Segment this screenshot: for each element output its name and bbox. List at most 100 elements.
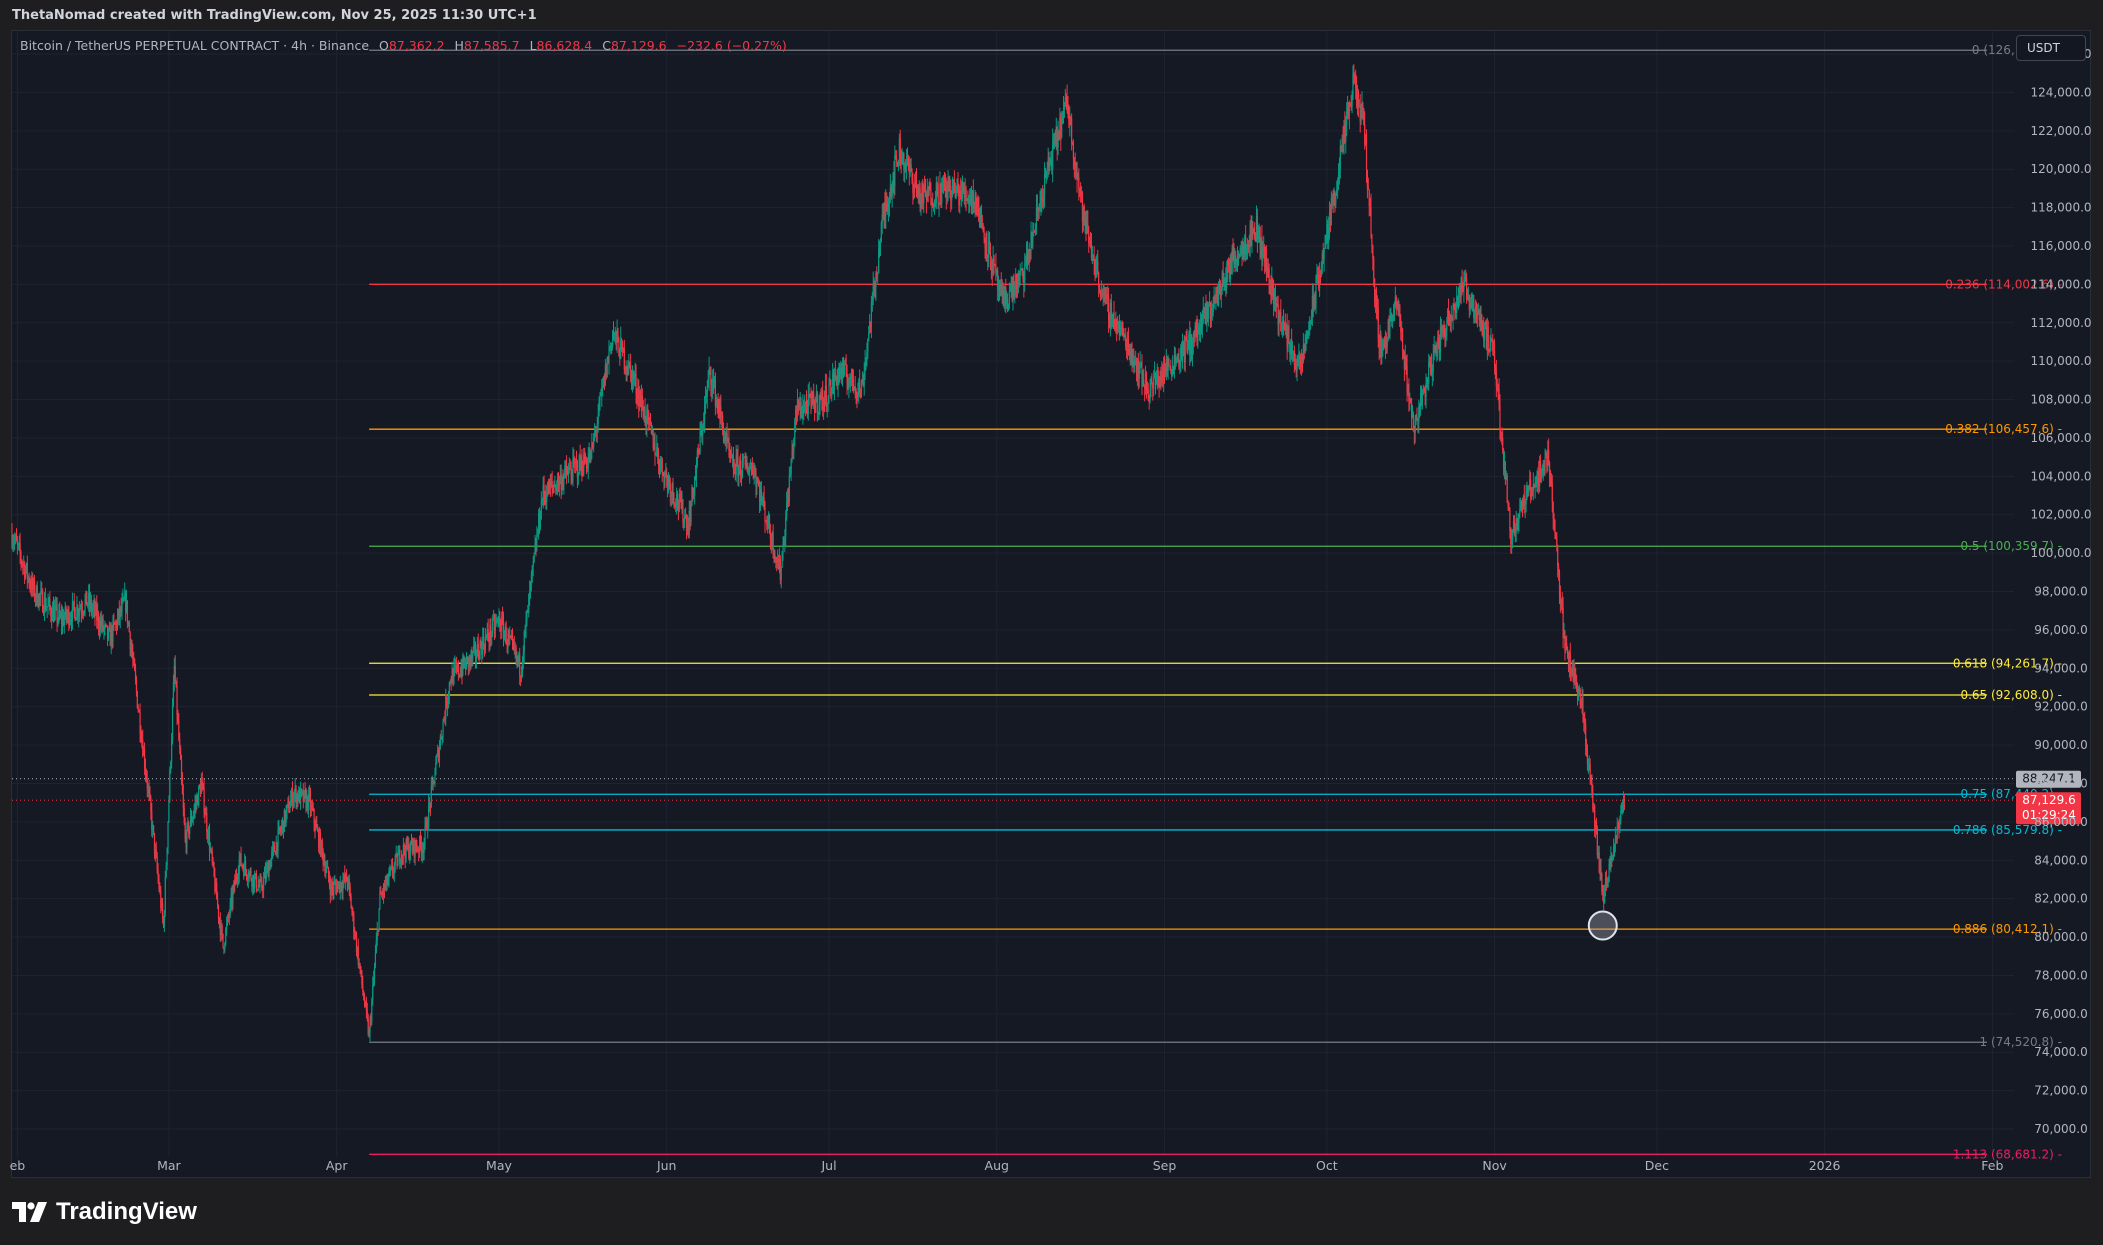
candle-body <box>1363 108 1365 125</box>
candle-body <box>23 563 25 565</box>
candle-body <box>520 671 523 677</box>
candle-body <box>604 365 606 385</box>
candle-body <box>812 391 814 396</box>
candle-body <box>1416 416 1418 420</box>
candle-body <box>850 368 853 376</box>
candle-body <box>586 467 588 469</box>
candle-body <box>773 553 775 555</box>
candle-body <box>902 152 904 158</box>
candle-body <box>179 739 181 749</box>
candle-body <box>207 831 209 840</box>
candle-body <box>733 469 735 471</box>
candle-body <box>1557 566 1560 574</box>
candle-body <box>1406 366 1408 393</box>
candle-body <box>625 367 627 371</box>
candle-body <box>840 368 842 375</box>
candle-body <box>247 878 249 880</box>
candle-body <box>1121 327 1123 329</box>
candle-body <box>1522 495 1525 509</box>
candle-body <box>891 185 893 197</box>
candle-body <box>835 375 837 380</box>
candle-body <box>1098 272 1100 287</box>
candle-body <box>240 853 242 866</box>
candle-body <box>1148 400 1150 402</box>
candle-body <box>828 384 830 398</box>
candle-body <box>1523 495 1525 507</box>
candle-body <box>1499 404 1501 428</box>
candle-body <box>1004 287 1006 305</box>
candle-body <box>43 597 46 614</box>
candle-body <box>1016 274 1018 293</box>
candle-body <box>1545 454 1547 458</box>
candle-body <box>89 599 92 606</box>
fib-level-label: 1 (74,520.8) - <box>1980 1035 2062 1049</box>
candle-body <box>1518 513 1520 524</box>
candle-body <box>290 790 293 800</box>
candle-body <box>198 786 200 806</box>
candle-body <box>1479 317 1481 320</box>
candle-body <box>1468 294 1470 310</box>
candle-body <box>796 399 799 414</box>
candle-body <box>152 825 154 831</box>
candle-body <box>49 598 51 608</box>
candle-body <box>1180 347 1182 360</box>
low-value: 86,628.4 <box>536 38 593 53</box>
candle-body <box>985 232 987 249</box>
candle-body <box>1461 277 1463 290</box>
candle-body <box>230 894 232 902</box>
candle-body <box>47 603 49 607</box>
candle-body <box>833 372 836 390</box>
candle-body <box>1584 721 1586 725</box>
candle-body <box>27 576 29 579</box>
candle-body <box>1574 668 1576 678</box>
tradingview-logo[interactable]: TradingView <box>12 1197 197 1227</box>
candle-body <box>1585 745 1588 751</box>
candle-body <box>1381 348 1383 358</box>
price-tick-label: 118,000.0 <box>2030 201 2091 215</box>
price-tick-label: 120,000.0 <box>2030 162 2091 176</box>
candle-body <box>1003 289 1005 305</box>
chart-pane[interactable] <box>11 30 2091 1178</box>
symbol-title[interactable]: Bitcoin / TetherUS PERPETUAL CONTRACT · … <box>20 38 370 53</box>
candle-body <box>171 739 173 763</box>
candle-body <box>701 430 703 436</box>
candle-body <box>685 515 687 518</box>
candle-body <box>861 379 863 383</box>
candle-body <box>512 640 515 646</box>
candle-body <box>125 593 127 611</box>
candle-body <box>736 455 738 457</box>
candle-body <box>1483 329 1485 340</box>
candle-body <box>338 881 340 892</box>
price-tick-label: 102,000.0 <box>2030 508 2091 522</box>
candle-body <box>927 188 929 196</box>
candle-body <box>1298 355 1300 362</box>
candle-body <box>175 680 177 687</box>
candle-body <box>1093 259 1095 264</box>
candle-body <box>21 560 23 565</box>
candle-body <box>661 457 663 474</box>
candle-body <box>111 628 113 642</box>
candle-body <box>1473 300 1475 318</box>
candle-body <box>345 873 347 881</box>
currency-button[interactable]: USDT <box>2016 35 2086 61</box>
candle-body <box>978 196 980 221</box>
candle-body <box>1283 324 1286 326</box>
candle-body <box>1089 241 1092 244</box>
candle-body <box>533 553 535 562</box>
candle-body <box>263 871 266 879</box>
candle-body <box>1010 282 1012 292</box>
candle-body <box>462 656 464 675</box>
candle-body <box>280 830 282 832</box>
candle-body <box>555 485 557 492</box>
candle-body <box>268 864 270 878</box>
candle-body <box>395 853 397 856</box>
price-tick-label: 108,000.0 <box>2030 393 2091 407</box>
candle-body <box>1290 339 1292 354</box>
candle-body <box>1184 336 1186 363</box>
candle-body <box>577 474 579 477</box>
candle-body <box>1029 249 1031 251</box>
price-chart[interactable]: 0 (126,198.5) -0.236 (114,002.6) -0.382 … <box>0 0 2103 1178</box>
candle-body <box>859 380 861 391</box>
candle-body <box>1475 306 1477 313</box>
candle-body <box>416 847 418 851</box>
